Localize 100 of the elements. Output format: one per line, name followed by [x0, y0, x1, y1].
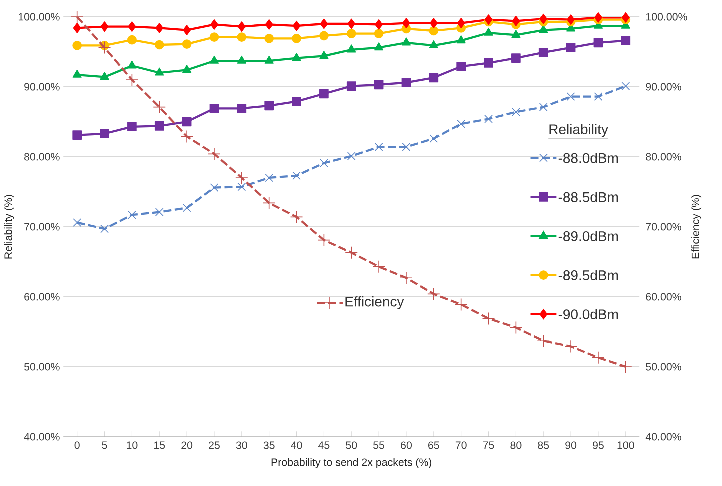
point: [128, 22, 136, 32]
point: [457, 18, 466, 29]
point: [594, 92, 603, 101]
point: [128, 210, 136, 220]
point: [264, 101, 274, 111]
y2-tick-label: 60.00%: [646, 293, 682, 301]
point: [345, 246, 358, 260]
point: [210, 56, 220, 64]
legend-title: Reliability: [550, 124, 608, 138]
point: [153, 100, 166, 114]
y2-tick-label: 90.00%: [646, 83, 682, 91]
y-tick-label: 70.00%: [24, 223, 60, 231]
x-tick-label: 25: [209, 442, 220, 450]
legend-label: -88.5dBm: [558, 192, 618, 202]
point: [320, 18, 328, 30]
point: [154, 122, 164, 131]
x-tick-label: 35: [264, 442, 275, 450]
point: [72, 41, 82, 50]
x-tick-label: 100: [618, 442, 634, 450]
point: [318, 234, 331, 247]
point: [512, 108, 520, 116]
y-tick-label: 80.00%: [24, 153, 60, 161]
x-tick-label: 30: [236, 442, 248, 450]
point: [456, 62, 466, 72]
y-tick-label: 60.00%: [24, 293, 60, 301]
point: [128, 122, 137, 132]
point: [262, 196, 276, 210]
point: [539, 103, 548, 112]
point: [70, 10, 84, 24]
y2-tick-label: 70.00%: [646, 223, 682, 231]
point: [182, 204, 192, 212]
point: [540, 14, 548, 24]
point: [374, 29, 384, 38]
point: [484, 58, 494, 68]
x-tick-label: 10: [127, 442, 138, 450]
legend-label: -89.0dBm: [558, 231, 618, 242]
point: [236, 172, 248, 184]
x-tick-label: 70: [456, 442, 467, 450]
x-tick-label: 20: [182, 442, 193, 450]
point: [180, 130, 194, 144]
point: [210, 184, 219, 192]
point: [72, 130, 82, 140]
point: [292, 172, 301, 180]
x-tick-label: 40: [291, 442, 302, 450]
point: [346, 82, 356, 91]
point: [320, 51, 329, 59]
point: [621, 36, 631, 46]
point: [346, 29, 356, 38]
y-axis-title: Reliability (%): [4, 195, 14, 259]
point: [482, 312, 496, 326]
point: [348, 18, 356, 30]
point: [154, 40, 164, 50]
point: [98, 41, 112, 54]
point: [375, 20, 384, 30]
point: [620, 360, 632, 374]
x-tick-label: 15: [154, 442, 166, 450]
point: [155, 208, 164, 216]
point: [156, 23, 164, 34]
point: [430, 18, 438, 29]
point: [290, 210, 304, 224]
legend-label: -89.5dBm: [558, 270, 618, 280]
point: [594, 12, 602, 23]
x-tick-label: 90: [566, 442, 577, 450]
point: [402, 38, 412, 46]
x-tick-label: 80: [510, 442, 522, 450]
point: [567, 14, 576, 25]
point: [128, 35, 137, 45]
point: [347, 44, 356, 53]
point: [292, 97, 302, 106]
point: [100, 22, 109, 32]
x-tick-label: 0: [74, 442, 80, 450]
point: [100, 129, 110, 139]
x-tick-label: 85: [538, 442, 550, 450]
point: [73, 23, 82, 34]
point: [182, 117, 192, 127]
point: [374, 143, 384, 152]
point: [210, 32, 220, 42]
point: [182, 40, 192, 49]
point: [374, 42, 384, 51]
point: [622, 12, 630, 23]
y-tick-label: 50.00%: [24, 363, 60, 371]
point: [210, 20, 218, 30]
point: [429, 73, 439, 83]
y2-tick-label: 40.00%: [646, 433, 682, 441]
point: [72, 70, 82, 78]
point: [264, 56, 274, 64]
point: [512, 30, 521, 38]
point: [402, 143, 411, 152]
y2-axis-title: Efficiency (%): [692, 195, 702, 259]
x-axis-title: Probability to send 2x packets (%): [272, 458, 432, 468]
x-tick-label: 5: [102, 442, 108, 450]
point: [566, 43, 576, 52]
point: [538, 48, 548, 58]
point: [264, 34, 274, 44]
y2-tick-label: 80.00%: [646, 153, 682, 161]
y-tick-label: 100.00%: [18, 13, 60, 21]
x-tick-label: 65: [428, 442, 440, 450]
point: [564, 340, 578, 354]
x-tick-label: 55: [374, 442, 385, 450]
point: [510, 321, 523, 334]
